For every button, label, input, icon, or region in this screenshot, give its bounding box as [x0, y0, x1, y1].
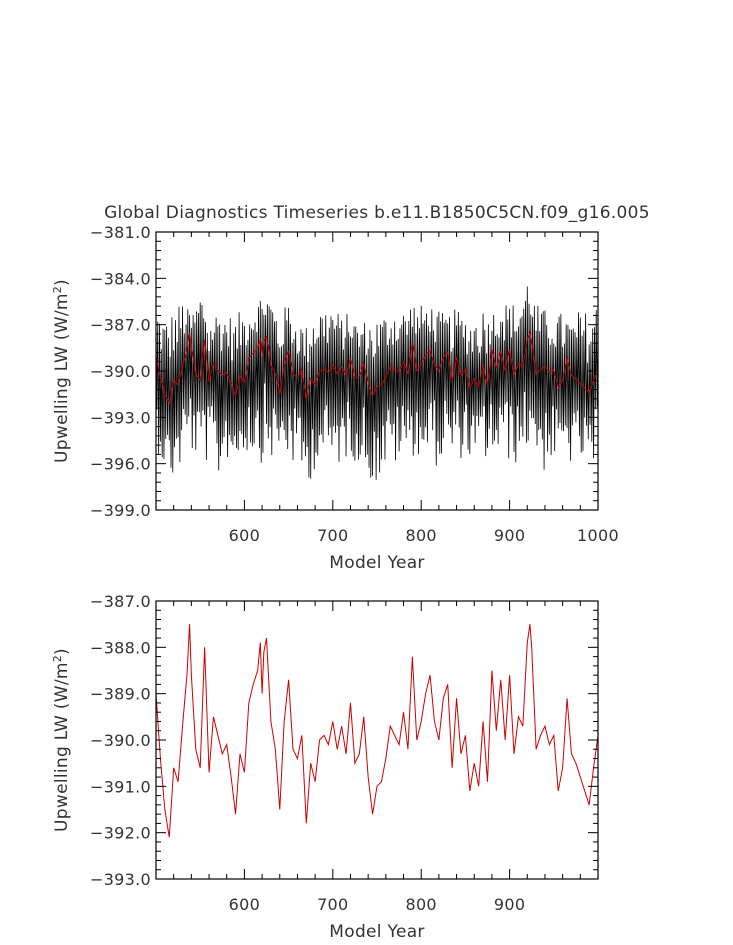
bottom-y-tick-label: −389.0: [90, 685, 151, 704]
bottom-panel: −393.0 −392.0 −391.0 −390.0 −389.0 −388.0 −387…: [51, 592, 599, 942]
top-y-ticks: −399.0 −396.0 −393.0 −390.0 −387.0 −384.0 −381…: [90, 223, 598, 520]
bottom-y-tick-label: −388.0: [90, 638, 151, 657]
top-x-axis-label: Model Year: [329, 553, 424, 573]
bottom-x-tick-label: 700: [317, 895, 348, 914]
top-y-tick-label: −399.0: [90, 501, 151, 520]
bottom-y-axis-label-exponent: 2: [51, 655, 64, 662]
bottom-x-tick-label: 900: [494, 895, 525, 914]
chart-title: Global Diagnostics Timeseries b.e11.B185…: [104, 203, 650, 223]
annual-series-line: [156, 286, 598, 481]
top-y-axis-label-end: ): [52, 279, 72, 286]
top-x-tick-label: 600: [229, 526, 260, 545]
bottom-x-ticks: 600 700 800 900: [155, 601, 599, 914]
bottom-y-tick-label: −387.0: [90, 592, 151, 611]
smoothed-series-line: [156, 624, 598, 838]
bottom-y-axis-label: Upwelling LW (W/m2): [51, 648, 72, 832]
bottom-x-tick-label: 600: [229, 895, 260, 914]
bottom-y-tick-label: −393.0: [90, 870, 151, 889]
bottom-y-tick-label: −391.0: [90, 777, 151, 796]
smoothed-series-line: [156, 330, 598, 406]
top-x-tick-label: 700: [317, 526, 348, 545]
bottom-plot-area: [155, 600, 599, 880]
top-y-tick-label: −396.0: [90, 455, 151, 474]
top-y-axis-label: Upwelling LW (W/m2): [51, 279, 72, 463]
top-y-axis-label-exponent: 2: [51, 286, 64, 293]
top-plot-area: [155, 231, 599, 511]
bottom-y-ticks: −393.0 −392.0 −391.0 −390.0 −389.0 −388.0 −387…: [90, 592, 598, 889]
bottom-x-axis-label: Model Year: [329, 922, 424, 942]
top-y-tick-label: −390.0: [90, 362, 151, 381]
bottom-y-tick-label: −392.0: [90, 824, 151, 843]
top-panel: −399.0 −396.0 −393.0 −390.0 −387.0 −384.0 −381…: [51, 223, 619, 573]
top-y-tick-label: −393.0: [90, 408, 151, 427]
top-y-axis-label-main: Upwelling LW (W/m: [52, 293, 72, 463]
annual-series: [156, 286, 598, 481]
top-x-ticks: 600 700 800 900 1000: [155, 232, 619, 545]
top-y-tick-label: −381.0: [90, 223, 151, 242]
top-x-tick-label: 1000: [577, 526, 619, 545]
bottom-x-tick-label: 800: [405, 895, 436, 914]
top-x-tick-label: 800: [405, 526, 436, 545]
smoothed-series: [156, 330, 598, 406]
top-y-tick-label: −384.0: [90, 269, 151, 288]
bottom-y-axis-label-main: Upwelling LW (W/m: [52, 662, 72, 832]
bottom-y-axis-label-end: ): [52, 648, 72, 655]
top-x-tick-label: 900: [494, 526, 525, 545]
top-y-tick-label: −387.0: [90, 316, 151, 335]
smoothed-series-detail: [156, 624, 598, 838]
bottom-y-tick-label: −390.0: [90, 731, 151, 750]
